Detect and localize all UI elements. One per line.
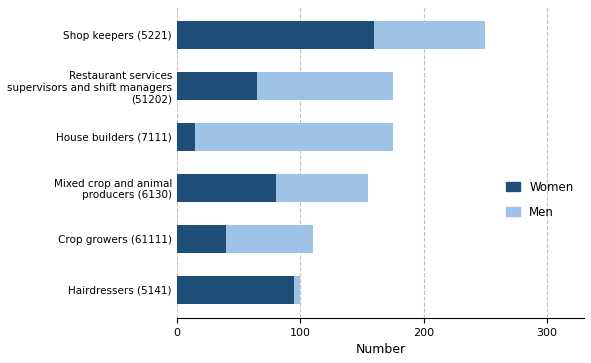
X-axis label: Number: Number [355,343,405,356]
Bar [226,225,313,253]
Bar [177,123,195,151]
Bar [177,21,374,49]
Bar [177,276,294,303]
Bar [374,21,485,49]
Legend: Women, Men: Women, Men [501,176,578,223]
Bar [177,72,257,100]
Bar [195,123,393,151]
Bar [294,276,300,303]
Bar [275,174,368,202]
Bar [257,72,393,100]
Bar [177,174,275,202]
Bar [177,225,226,253]
